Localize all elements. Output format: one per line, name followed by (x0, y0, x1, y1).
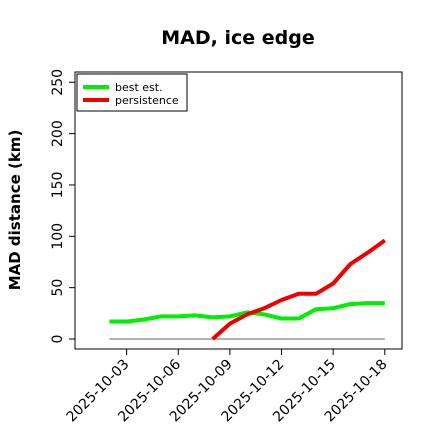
plot-area (74, 71, 403, 350)
y-tick-label: 200 (50, 120, 66, 147)
y-axis: 0 50 100 150 200 250 (50, 69, 75, 344)
y-tick-label: 250 (50, 69, 66, 96)
legend: best est.persistence (76, 73, 188, 112)
series-line-persistence (211, 238, 386, 341)
plot-frame (74, 71, 403, 350)
y-axis-label: MAD distance (km) (6, 130, 24, 291)
x-axis: 2025-10-032025-10-062025-10-092025-10-12… (64, 349, 391, 425)
legend-label: persistence (115, 94, 179, 107)
legend-label: best est. (115, 81, 163, 94)
y-tick-label: 150 (50, 172, 66, 199)
y-tick-label: 100 (50, 223, 66, 250)
chart-title: MAD, ice edge (161, 27, 314, 49)
y-tick-label: 50 (50, 279, 66, 297)
y-tick-label: 0 (50, 335, 66, 344)
series-layer (109, 238, 386, 341)
legend-box (76, 73, 188, 112)
